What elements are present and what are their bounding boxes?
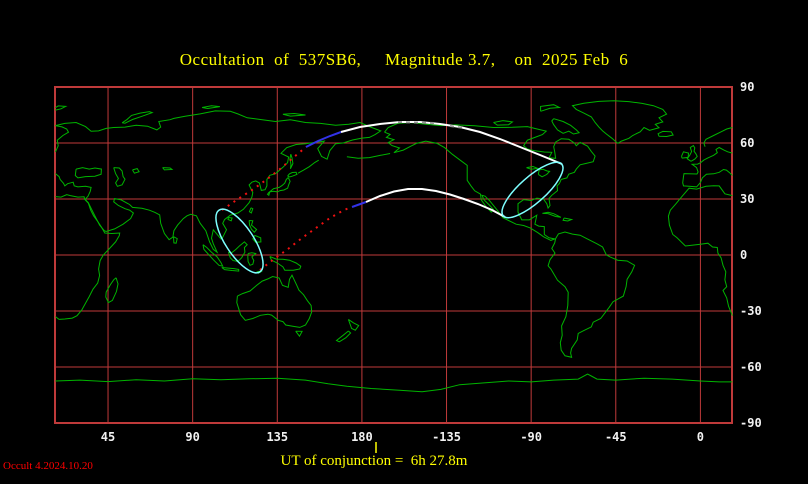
coastline	[537, 168, 551, 178]
coastline	[297, 159, 319, 174]
conjunction-time-label: UT of conjunction = 6h 27.8m	[280, 453, 468, 469]
coastline	[252, 234, 262, 243]
coastline	[173, 236, 178, 244]
software-version-label: Occult 4.2024.10.20	[3, 460, 93, 472]
coastline	[571, 100, 668, 144]
coastline	[221, 267, 240, 272]
lat-label: -90	[740, 416, 762, 430]
coastline	[132, 168, 140, 174]
coastline	[202, 105, 220, 110]
coastline	[289, 154, 294, 170]
coastline	[384, 121, 596, 241]
lat-label: -60	[740, 360, 762, 374]
lat-label: 60	[740, 136, 755, 150]
coastline	[347, 318, 360, 331]
coastline	[162, 167, 174, 171]
coastline	[282, 112, 306, 117]
coastline	[493, 120, 514, 126]
south-limit-twilight-blue	[351, 201, 367, 208]
lon-label: 0	[696, 430, 705, 444]
rise-set-ellipse	[501, 161, 564, 219]
south-limit-daylight-dotted	[259, 206, 353, 271]
coastline	[248, 207, 254, 214]
lon-label: -135	[432, 430, 461, 444]
coastline	[526, 165, 540, 170]
coastline	[547, 231, 636, 358]
coastline	[55, 110, 382, 254]
north-limit-grey-dash	[449, 125, 465, 129]
coastline	[105, 277, 119, 304]
lon-label: -90	[520, 430, 542, 444]
coastline	[55, 373, 733, 393]
page-title: Occultation of 537SB6, Magnitude 3.7, on…	[179, 50, 629, 69]
coastline	[703, 146, 733, 161]
north-limit-daylight-dotted	[221, 146, 307, 211]
lon-label: 90	[185, 430, 200, 444]
lon-label: -45	[604, 430, 627, 444]
lat-label: 90	[740, 80, 755, 94]
coastline	[667, 185, 733, 316]
coastline	[248, 220, 258, 233]
coastline	[54, 125, 70, 153]
coastline	[113, 167, 126, 187]
coastline	[287, 171, 298, 178]
coastline	[346, 153, 391, 159]
coastline	[74, 167, 102, 179]
map-frame	[54, 86, 733, 424]
coastline	[703, 127, 733, 147]
coastline	[295, 330, 303, 338]
coastline	[269, 256, 302, 271]
rise-set-ellipse	[215, 208, 264, 274]
coastline	[121, 111, 154, 124]
lon-label: 45	[100, 430, 116, 444]
coastline	[551, 118, 581, 135]
coastline	[266, 177, 291, 197]
coastline	[55, 194, 121, 320]
north-limit-path	[340, 121, 563, 165]
north-limit-twilight-blue	[305, 131, 342, 148]
coastline	[202, 244, 224, 267]
coastline	[542, 211, 562, 218]
coastline	[335, 330, 352, 343]
lon-label: 180	[351, 430, 373, 444]
south-limit-path	[365, 188, 506, 218]
coastline	[236, 274, 313, 328]
lon-label: 135	[266, 430, 289, 444]
lat-label: -30	[740, 304, 762, 318]
coastline	[681, 151, 690, 159]
lat-label: 30	[740, 192, 755, 206]
coastline	[657, 130, 674, 138]
coastline	[682, 159, 733, 188]
coastline	[540, 104, 562, 112]
coastline	[227, 217, 233, 222]
coastline	[686, 144, 698, 162]
north-limit-grey-dash	[397, 121, 435, 124]
coastline	[247, 252, 257, 266]
lat-label: 0	[740, 248, 748, 262]
coastline	[227, 241, 248, 263]
coastline	[562, 217, 574, 222]
coastline	[55, 105, 68, 111]
